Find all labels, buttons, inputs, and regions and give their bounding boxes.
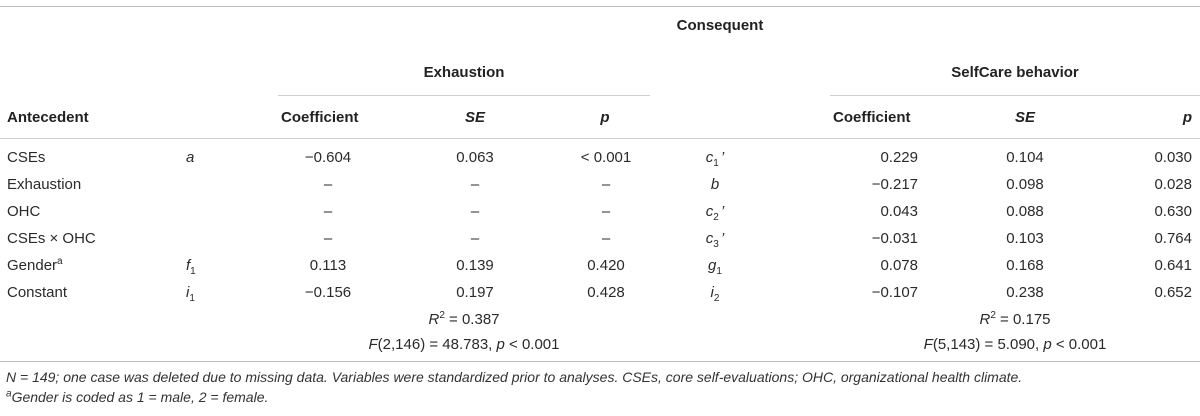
left-path-letter: i (186, 284, 190, 301)
left-value-se: 0.063 (456, 149, 494, 166)
right-path-symbol: b (690, 176, 740, 194)
antecedent-name: CSEs (7, 149, 45, 167)
right-path-sub: 2 (713, 293, 720, 304)
left-path-symbol: a (186, 149, 194, 167)
left-value-coefficient: −0.604 (304, 149, 352, 166)
right-path-prime: ’ (720, 230, 725, 247)
header-bottom-rule (0, 138, 1200, 139)
right-path-prime: ’ (720, 203, 725, 220)
right-coefficient-header: Coefficient (833, 109, 911, 126)
left-value-coefficient: – (323, 176, 333, 193)
right-value-p: 0.652 (1154, 284, 1192, 301)
exhaustion-header: Exhaustion (423, 64, 505, 81)
left-value-p: 0.420 (587, 257, 625, 274)
left-value-coefficient: – (323, 203, 333, 220)
footnote-sample: N = 149; one case was deleted due to mis… (6, 369, 1023, 385)
left-value-p: 0.428 (587, 284, 625, 301)
left-path-symbol: i1 (186, 284, 195, 304)
right-path-symbol: c2’ (690, 203, 740, 223)
right-p-header: p (1182, 109, 1192, 126)
right-value-p: 0.630 (1154, 203, 1192, 220)
right-path-symbol: c1’ (690, 149, 740, 169)
left-value-coefficient: 0.113 (309, 257, 347, 274)
right-value-p: 0.028 (1154, 176, 1192, 193)
left-se-header: SE (464, 109, 485, 126)
right-path-letter: i (710, 284, 714, 301)
antecedent-name-text: Gender (7, 257, 58, 274)
left-value-p: < 0.001 (580, 149, 632, 166)
right-path-prime: ’ (720, 149, 725, 166)
right-path-letter: c (705, 203, 714, 220)
right-path-sub: 1 (716, 266, 722, 277)
antecedent-name-text: CSEs (7, 149, 46, 166)
selfcare-header: SelfCare behavior (951, 64, 1079, 81)
exhaustion-rule (278, 95, 650, 96)
right-value-p: 0.764 (1154, 230, 1192, 247)
table-bottom-rule (0, 361, 1200, 362)
antecedent-name: Constant (7, 284, 67, 302)
right-value-p: 0.030 (1154, 149, 1192, 166)
right-value-p: 0.641 (1154, 257, 1192, 274)
left-value-coefficient: −0.156 (304, 284, 352, 301)
right-value-coefficient: −0.107 (871, 284, 918, 301)
right-f-statistic: F(5,143) = 5.090, p < 0.001 (923, 336, 1107, 353)
antecedent-name-sup: a (57, 256, 63, 267)
right-path-letter: b (710, 176, 720, 193)
right-path-sub: 2 (713, 212, 719, 223)
top-rule (0, 6, 1200, 7)
right-path-symbol: g1 (690, 257, 740, 277)
footnote-gender: aGender is coded as 1 = male, 2 = female… (6, 388, 269, 405)
right-value-coefficient: −0.217 (871, 176, 918, 193)
right-value-coefficient: 0.043 (880, 203, 918, 220)
left-value-p: – (601, 203, 611, 220)
right-path-letter: g (708, 257, 717, 274)
left-value-coefficient: – (323, 230, 333, 247)
right-value-coefficient: 0.229 (880, 149, 918, 166)
left-value-p: – (601, 176, 611, 193)
left-path-letter: f (186, 257, 191, 274)
left-path-sub: 1 (189, 293, 195, 304)
left-value-se: 0.197 (456, 284, 494, 301)
right-path-sub: 3 (713, 239, 719, 250)
antecedent-name: Exhaustion (7, 176, 81, 194)
left-path-symbol: f1 (186, 257, 196, 277)
antecedent-name: OHC (7, 203, 40, 221)
antecedent-name-text: CSEs × OHC (7, 230, 96, 247)
right-value-se: 0.098 (1006, 176, 1044, 193)
right-value-coefficient: 0.078 (880, 257, 918, 274)
right-value-se: 0.104 (1006, 149, 1044, 166)
left-p-header: p (600, 109, 610, 126)
antecedent-name: Gendera (7, 257, 63, 275)
antecedent-name-text: Exhaustion (7, 176, 82, 193)
antecedent-name-text: OHC (7, 203, 41, 220)
left-coefficient-header: Coefficient (281, 109, 359, 126)
right-value-se: 0.103 (1006, 230, 1044, 247)
right-path-letter: c (705, 230, 714, 247)
consequent-header: Consequent (676, 17, 764, 34)
left-path-sub: 1 (190, 266, 196, 277)
right-se-header: SE (1014, 109, 1035, 126)
right-path-symbol: c3’ (690, 230, 740, 250)
right-value-se: 0.088 (1006, 203, 1044, 220)
left-r-squared: R2 = 0.387 (428, 310, 500, 329)
antecedent-name: CSEs × OHC (7, 230, 96, 248)
antecedent-header: Antecedent (7, 109, 89, 126)
right-value-coefficient: −0.031 (871, 230, 918, 247)
left-value-se: – (470, 176, 480, 193)
right-path-sub: 1 (713, 158, 719, 169)
right-path-symbol: i2 (690, 284, 740, 304)
left-f-statistic: F(2,146) = 48.783, p < 0.001 (368, 336, 560, 353)
right-r-squared: R2 = 0.175 (979, 310, 1051, 329)
right-value-se: 0.168 (1006, 257, 1044, 274)
left-value-se: – (470, 230, 480, 247)
left-value-se: 0.139 (456, 257, 494, 274)
left-path-letter: a (186, 149, 195, 166)
left-value-se: – (470, 203, 480, 220)
right-path-letter: c (705, 149, 714, 166)
right-value-se: 0.238 (1006, 284, 1044, 301)
antecedent-name-text: Constant (7, 284, 68, 301)
left-value-p: – (601, 230, 611, 247)
selfcare-rule (830, 95, 1200, 96)
